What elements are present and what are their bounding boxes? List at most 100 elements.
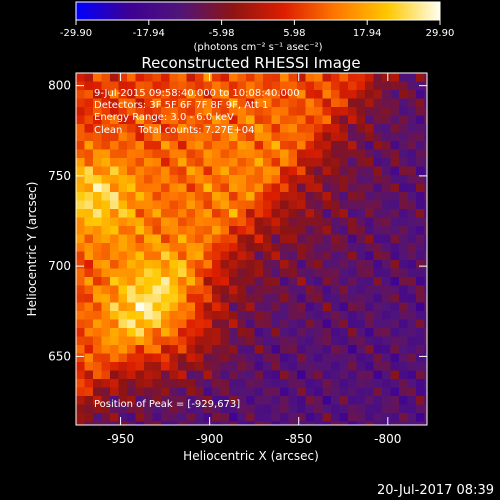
- heatmap-cell: [127, 268, 136, 278]
- heatmap-cell: [84, 73, 94, 82]
- heatmap-cell: [339, 404, 349, 414]
- heatmap-cell: [186, 81, 196, 91]
- heatmap-cell: [237, 285, 247, 295]
- heatmap-cell: [288, 294, 298, 303]
- heatmap-cell: [331, 81, 340, 91]
- heatmap-cell: [356, 268, 366, 278]
- heatmap-cell: [424, 149, 427, 159]
- heatmap-cell: [297, 387, 306, 397]
- heatmap-cell: [407, 175, 417, 184]
- heatmap-cell: [93, 183, 102, 193]
- heatmap-cell: [280, 302, 289, 312]
- heatmap-cell: [186, 107, 196, 116]
- heatmap-cell: [84, 158, 94, 167]
- heatmap-cell: [127, 132, 136, 142]
- annotation-time-range: 9-Jul-2015 09:58:40.000 to 10:08:40.000: [94, 88, 300, 99]
- heatmap-cell: [237, 251, 247, 261]
- heatmap-cell: [161, 175, 170, 184]
- heatmap-cell: [348, 421, 357, 425]
- heatmap-cell: [178, 192, 187, 201]
- heatmap-cell: [399, 107, 408, 116]
- heatmap-cell: [305, 166, 315, 176]
- heatmap-cell: [416, 192, 425, 201]
- heatmap-cell: [305, 73, 315, 82]
- heatmap-cell: [237, 404, 247, 414]
- heatmap-cell: [186, 251, 196, 261]
- heatmap-cell: [195, 277, 204, 286]
- heatmap-cell: [76, 413, 85, 422]
- heatmap-cell: [271, 421, 281, 425]
- heatmap-cell: [152, 124, 162, 133]
- heatmap-cell: [314, 251, 323, 261]
- heatmap-cell: [254, 311, 264, 320]
- x-tick-label: -800: [374, 432, 401, 446]
- colorbar-tick-label: -17.94: [133, 28, 165, 39]
- heatmap-cell: [118, 319, 128, 329]
- colorbar-ticks: -29.90 -17.94 -5.98 5.98 17.94 29.90: [60, 20, 454, 39]
- heatmap-cell: [203, 124, 213, 133]
- heatmap-cell: [144, 234, 153, 244]
- heatmap-cell: [229, 200, 238, 210]
- heatmap-cell: [127, 319, 136, 329]
- heatmap-cell: [118, 302, 128, 312]
- heatmap-cell: [339, 260, 349, 269]
- heatmap-cell: [356, 260, 366, 269]
- heatmap-cell: [246, 243, 255, 252]
- heatmap-cell: [390, 124, 400, 133]
- heatmap-cell: [416, 90, 425, 99]
- heatmap-cell: [135, 277, 145, 286]
- heatmap-cell: [135, 209, 145, 218]
- heatmap-cell: [212, 251, 221, 261]
- heatmap-cell: [76, 141, 85, 150]
- heatmap-cell: [373, 141, 383, 150]
- heatmap-cell: [331, 404, 340, 414]
- heatmap-cell: [161, 319, 170, 329]
- heatmap-cell: [220, 404, 230, 414]
- heatmap-cell: [297, 98, 306, 108]
- heatmap-cell: [135, 345, 145, 354]
- heatmap-cell: [424, 268, 427, 278]
- heatmap-cell: [322, 98, 332, 108]
- heatmap-cell: [263, 149, 272, 159]
- heatmap-cell: [101, 209, 111, 218]
- heatmap-cell: [237, 294, 247, 303]
- heatmap-cell: [93, 175, 102, 184]
- heatmap-cell: [399, 277, 408, 286]
- heatmap-cell: [271, 226, 281, 235]
- heatmap-cell: [356, 328, 366, 337]
- heatmap-cell: [297, 285, 306, 295]
- heatmap-cell: [101, 319, 111, 329]
- heatmap-cell: [280, 209, 289, 218]
- heatmap-cell: [280, 243, 289, 252]
- heatmap-cell: [229, 285, 238, 295]
- heatmap-cell: [186, 141, 196, 150]
- heatmap-cell: [305, 285, 315, 295]
- heatmap-cell: [314, 311, 323, 320]
- heatmap-cell: [203, 387, 213, 397]
- heatmap-cell: [178, 90, 187, 99]
- heatmap-cell: [263, 404, 272, 414]
- heatmap-cell: [101, 311, 111, 320]
- heatmap-cell: [229, 277, 238, 286]
- heatmap-cell: [382, 217, 391, 227]
- heatmap-cell: [169, 200, 179, 210]
- heatmap-cell: [382, 183, 391, 193]
- heatmap-cell: [110, 132, 119, 142]
- heatmap-cell: [212, 353, 221, 363]
- heatmap-cell: [322, 183, 332, 193]
- heatmap-cell: [127, 277, 136, 286]
- heatmap-cell: [399, 192, 408, 201]
- heatmap-cell: [390, 345, 400, 354]
- heatmap-cell: [339, 192, 349, 201]
- heatmap-cell: [314, 192, 323, 201]
- heatmap-cell: [399, 353, 408, 363]
- heatmap-cell: [237, 107, 247, 116]
- heatmap-cell: [373, 421, 383, 425]
- heatmap-cell: [348, 73, 357, 82]
- heatmap-cell: [339, 319, 349, 329]
- heatmap-cell: [152, 285, 162, 295]
- heatmap-cell: [280, 90, 289, 99]
- heatmap-cell: [339, 251, 349, 261]
- heatmap-cell: [161, 149, 170, 159]
